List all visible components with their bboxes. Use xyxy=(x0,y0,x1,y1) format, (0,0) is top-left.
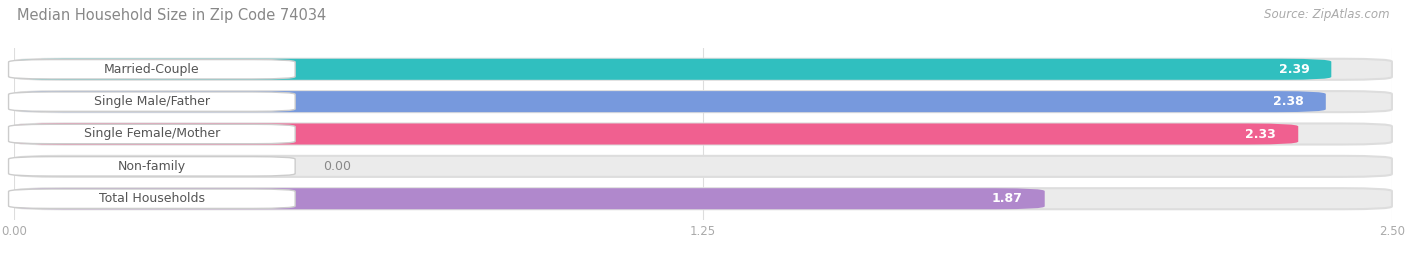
Text: 2.38: 2.38 xyxy=(1272,95,1303,108)
FancyBboxPatch shape xyxy=(14,91,1326,112)
FancyBboxPatch shape xyxy=(8,59,295,79)
Text: 2.33: 2.33 xyxy=(1246,128,1277,140)
FancyBboxPatch shape xyxy=(14,59,1392,80)
Text: Married-Couple: Married-Couple xyxy=(104,63,200,76)
Text: Single Male/Father: Single Male/Father xyxy=(94,95,209,108)
Text: Single Female/Mother: Single Female/Mother xyxy=(84,128,219,140)
Text: 1.87: 1.87 xyxy=(991,192,1022,205)
Text: 0.00: 0.00 xyxy=(323,160,350,173)
FancyBboxPatch shape xyxy=(14,188,1392,209)
FancyBboxPatch shape xyxy=(8,157,295,176)
FancyBboxPatch shape xyxy=(14,91,1392,112)
Text: 2.39: 2.39 xyxy=(1278,63,1309,76)
FancyBboxPatch shape xyxy=(14,124,1298,144)
Text: Median Household Size in Zip Code 74034: Median Household Size in Zip Code 74034 xyxy=(17,8,326,23)
FancyBboxPatch shape xyxy=(14,156,1392,177)
Text: Total Households: Total Households xyxy=(98,192,205,205)
FancyBboxPatch shape xyxy=(8,124,295,144)
Text: Non-family: Non-family xyxy=(118,160,186,173)
FancyBboxPatch shape xyxy=(8,92,295,111)
FancyBboxPatch shape xyxy=(14,124,1392,144)
Text: Source: ZipAtlas.com: Source: ZipAtlas.com xyxy=(1264,8,1389,21)
FancyBboxPatch shape xyxy=(8,189,295,209)
FancyBboxPatch shape xyxy=(14,59,1331,80)
FancyBboxPatch shape xyxy=(14,188,1045,209)
